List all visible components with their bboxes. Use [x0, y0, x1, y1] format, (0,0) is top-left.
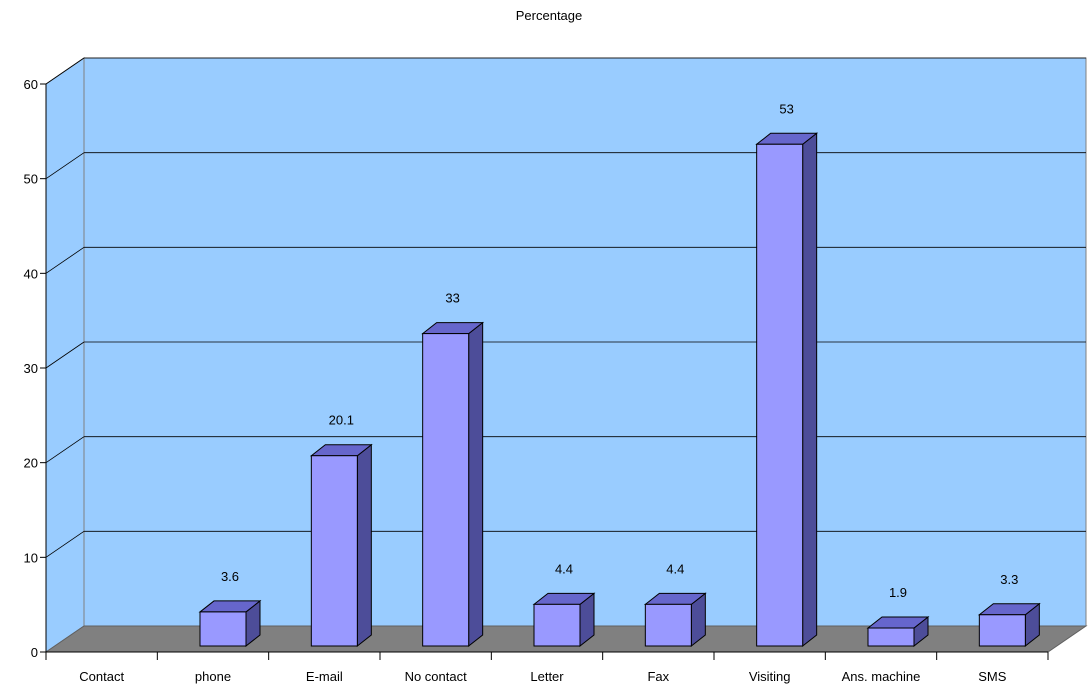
data-label: 33 — [445, 291, 459, 306]
bar — [309, 443, 373, 648]
bar-front — [199, 611, 247, 647]
bar — [198, 599, 262, 648]
gridline-side — [45, 57, 85, 85]
x-tick-label: Letter — [530, 669, 564, 684]
bar — [643, 592, 707, 648]
gridlines — [45, 57, 1086, 558]
data-label: 1.9 — [889, 585, 907, 600]
data-labels: 3.6 20.1 33 4.4 4.4 53 1.9 3.3 — [221, 101, 1018, 600]
bar-side — [802, 132, 818, 648]
gridline-side — [45, 341, 85, 369]
bar-side — [468, 321, 484, 648]
bar-front — [978, 614, 1026, 647]
axes: 0 10 20 30 40 50 60 Contact phone E-mail No contac… — [24, 77, 1049, 684]
bar-front — [756, 143, 804, 647]
x-tick-label: E-mail — [306, 669, 343, 684]
bar — [977, 602, 1041, 648]
data-label: 53 — [779, 101, 793, 116]
bars — [198, 132, 1041, 648]
x-tick-label: SMS — [978, 669, 1007, 684]
y-tick-label: 30 — [24, 361, 38, 376]
gridline-side — [45, 531, 85, 558]
x-tick-label: Contact — [79, 669, 124, 684]
y-tick-label: 50 — [24, 172, 38, 187]
bar — [866, 615, 930, 648]
gridline-side — [45, 152, 85, 179]
x-tick-label: phone — [195, 669, 231, 684]
x-tick-label: Ans. machine — [842, 669, 921, 684]
x-tick-label: Visiting — [749, 669, 791, 684]
x-tick-label: Fax — [647, 669, 669, 684]
x-tick-label: No contact — [405, 669, 468, 684]
y-tick-label: 0 — [31, 645, 38, 660]
bar-front — [533, 603, 581, 647]
chart-title: Percentage — [516, 8, 583, 23]
bar — [532, 592, 596, 648]
data-label: 4.4 — [666, 561, 684, 576]
data-label: 20.1 — [329, 413, 354, 428]
bar-front — [310, 455, 358, 647]
data-label: 3.6 — [221, 569, 239, 584]
bar-side — [356, 443, 372, 648]
y-tick-label: 60 — [24, 77, 38, 92]
y-tick-label: 10 — [24, 550, 38, 565]
y-tick-label: 40 — [24, 266, 38, 281]
bar-front — [867, 627, 915, 647]
data-label: 3.3 — [1000, 572, 1018, 587]
data-label: 4.4 — [555, 561, 573, 576]
gridline-side — [45, 247, 85, 274]
bar-front — [644, 603, 692, 647]
gridline-side — [45, 436, 85, 463]
bar — [755, 132, 819, 648]
bar — [421, 321, 485, 648]
bar-front — [422, 333, 470, 647]
y-tick-label: 20 — [24, 456, 38, 471]
